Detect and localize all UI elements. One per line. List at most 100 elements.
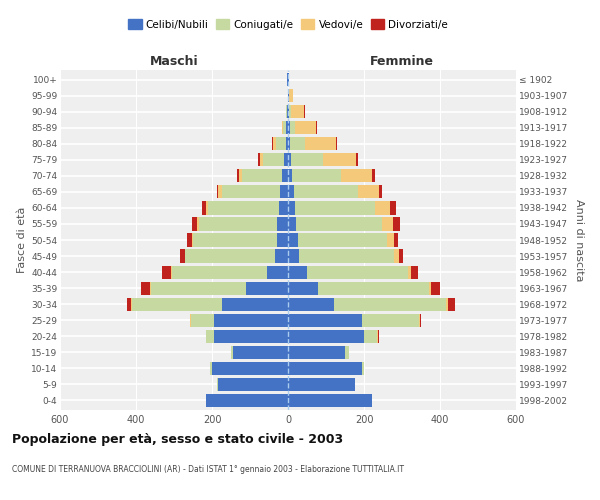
Bar [199,218,277,230]
Bar [290,137,305,150]
Bar [127,298,131,310]
Bar [217,186,218,198]
Bar [214,330,288,343]
Bar [394,250,399,262]
Bar [364,330,377,343]
Bar [378,330,379,343]
Bar [371,170,374,182]
Bar [280,186,288,198]
Bar [291,153,323,166]
Bar [358,186,379,198]
Bar [260,153,263,166]
Bar [288,89,289,102]
Bar [242,170,283,182]
Bar [131,298,132,310]
Text: COMUNE DI TERRANUOVA BRACCIOLINI (AR) - Dati ISTAT 1° gennaio 2003 - Elaborazion: COMUNE DI TERRANUOVA BRACCIOLINI (AR) - … [12,466,404,474]
Bar [206,330,214,343]
Text: Femmine: Femmine [370,56,434,68]
Bar [180,250,185,262]
Bar [428,282,431,294]
Bar [206,394,288,407]
Bar [290,105,304,118]
Bar [288,266,307,278]
Bar [202,202,206,214]
Bar [287,73,288,86]
Bar [356,153,358,166]
Bar [193,234,277,246]
Bar [286,105,287,118]
Bar [284,153,288,166]
Bar [283,170,288,182]
Bar [210,362,212,375]
Bar [288,298,334,310]
Bar [288,73,289,86]
Bar [288,314,362,327]
Bar [276,137,286,150]
Bar [288,121,290,134]
Bar [263,153,284,166]
Bar [411,266,418,278]
Bar [288,202,295,214]
Bar [277,218,288,230]
Bar [390,202,395,214]
Bar [288,234,298,246]
Bar [151,282,246,294]
Bar [236,170,239,182]
Bar [374,202,390,214]
Bar [197,218,199,230]
Bar [446,298,448,310]
Bar [288,250,299,262]
Bar [187,234,192,246]
Bar [288,153,291,166]
Bar [298,234,387,246]
Bar [277,234,288,246]
Bar [289,89,293,102]
Bar [393,218,400,230]
Bar [272,137,273,150]
Bar [287,105,288,118]
Bar [288,394,371,407]
Bar [132,298,221,310]
Bar [292,170,341,182]
Bar [295,202,374,214]
Bar [334,298,446,310]
Bar [394,234,398,246]
Bar [345,346,349,359]
Bar [420,314,421,327]
Bar [288,170,292,182]
Bar [192,218,197,230]
Text: Maschi: Maschi [149,56,199,68]
Bar [217,378,218,391]
Bar [191,314,214,327]
Bar [377,330,378,343]
Bar [304,105,305,118]
Bar [399,250,403,262]
Bar [218,186,221,198]
Bar [335,137,337,150]
Bar [341,170,371,182]
Bar [288,378,355,391]
Bar [231,346,233,359]
Bar [267,266,288,278]
Bar [288,346,345,359]
Bar [295,121,316,134]
Bar [257,153,260,166]
Text: Popolazione per età, sesso e stato civile - 2003: Popolazione per età, sesso e stato civil… [12,432,343,446]
Bar [141,282,151,294]
Bar [283,121,286,134]
Bar [290,121,295,134]
Bar [431,282,440,294]
Bar [288,186,294,198]
Bar [448,298,455,310]
Bar [419,314,420,327]
Bar [387,234,394,246]
Bar [208,202,278,214]
Bar [299,250,394,262]
Bar [212,362,288,375]
Bar [281,121,283,134]
Bar [172,266,267,278]
Y-axis label: Anni di nascita: Anni di nascita [574,198,584,281]
Bar [286,121,288,134]
Bar [296,218,382,230]
Legend: Celibi/Nubili, Coniugati/e, Vedovi/e, Divorziati/e: Celibi/Nubili, Coniugati/e, Vedovi/e, Di… [126,18,450,32]
